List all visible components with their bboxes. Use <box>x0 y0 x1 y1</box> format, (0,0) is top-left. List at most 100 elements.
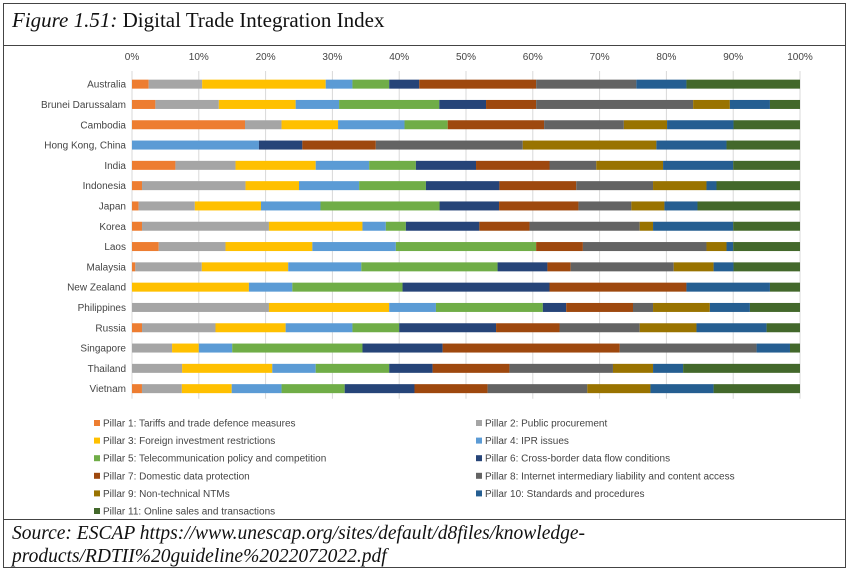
legend-swatch <box>476 437 482 444</box>
bar-segment-pillar-7 <box>432 363 510 373</box>
bar-segment-pillar-8 <box>536 79 637 89</box>
bar-segment-pillar-11 <box>733 160 800 170</box>
bar-segment-pillar-10 <box>709 302 750 312</box>
category-label: Malaysia <box>87 262 127 273</box>
legend-swatch <box>476 472 482 479</box>
bar-segment-pillar-4 <box>362 221 386 231</box>
x-tick-label: 20% <box>256 52 276 63</box>
bar-segment-pillar-3 <box>182 363 273 373</box>
category-label: Brunei Darussalam <box>41 100 126 111</box>
legend-swatch <box>476 420 482 426</box>
bar-segment-pillar-9 <box>623 120 668 130</box>
x-tick-label: 10% <box>189 52 209 63</box>
bar-segment-pillar-4 <box>272 363 316 373</box>
bar-segment-pillar-1 <box>132 384 142 394</box>
bar-segment-pillar-7 <box>486 99 537 109</box>
bar-segment-pillar-4 <box>132 140 259 150</box>
bar-segment-pillar-6 <box>258 140 303 150</box>
bar-segment-pillar-10 <box>653 221 734 231</box>
bar-segment-pillar-3 <box>268 221 363 231</box>
figure-label: Figure 1.51: <box>12 8 118 32</box>
x-tick-label: 0% <box>125 52 140 63</box>
bar-segment-pillar-1 <box>132 201 139 211</box>
bar-segment-pillar-6 <box>389 79 420 89</box>
bar-segment-pillar-3 <box>215 323 286 333</box>
bar-segment-pillar-4 <box>285 323 353 333</box>
bar-segment-pillar-8 <box>544 120 624 130</box>
bar-segment-pillar-11 <box>733 120 800 130</box>
legend-swatch <box>94 472 100 479</box>
bar-segment-pillar-7 <box>479 221 530 231</box>
bar-segment-pillar-2 <box>175 160 236 170</box>
legend-label: Pillar 9: Non-technical NTMs <box>103 489 230 500</box>
bar-segment-pillar-6 <box>542 302 567 312</box>
bar-segment-pillar-10 <box>726 242 734 252</box>
legend-swatch <box>94 420 100 426</box>
category-label: New Zealand <box>67 283 126 294</box>
bar-segment-pillar-1 <box>132 120 245 130</box>
bar-segment-pillar-9 <box>631 201 665 211</box>
bar-segment-pillar-5 <box>359 181 426 191</box>
bar-segment-pillar-4 <box>231 384 282 394</box>
source-line-2: products/RDTII%20guideline%2022072022.pd… <box>12 546 387 567</box>
bar-segment-pillar-6 <box>344 384 415 394</box>
bar-segment-pillar-3 <box>201 262 289 272</box>
bar-segment-pillar-8 <box>375 140 523 150</box>
bar-segment-pillar-8 <box>578 201 632 211</box>
bar-segment-pillar-6 <box>362 343 443 353</box>
legend-swatch <box>94 437 100 444</box>
category-label: Korea <box>99 222 126 233</box>
bar-segment-pillar-1 <box>132 99 156 109</box>
bar-segment-pillar-5 <box>361 262 498 272</box>
bar-segment-pillar-11 <box>697 201 800 211</box>
bar-segment-pillar-1 <box>132 262 136 272</box>
y-axis-categories: Australia Brunei Darussalam Cambodia Hong K… <box>41 80 127 395</box>
bar-segment-pillar-6 <box>439 99 487 109</box>
bar-segment-pillar-5 <box>339 99 440 109</box>
bar-segment-pillar-8 <box>582 242 707 252</box>
bar-segment-pillar-9 <box>693 99 730 109</box>
bar-segment-pillar-11 <box>683 363 800 373</box>
bar-segment-pillar-2 <box>158 242 226 252</box>
category-label: Russia <box>95 323 126 334</box>
bar-segment-pillar-6 <box>402 282 550 292</box>
bar-segment-pillar-9 <box>639 323 697 333</box>
bar-segment-pillar-2 <box>155 99 219 109</box>
x-tick-label: 40% <box>389 52 409 63</box>
bar-segment-pillar-6 <box>439 201 500 211</box>
legend-label: Pillar 8: Internet intermediary liabilit… <box>485 471 735 482</box>
bar-segment-pillar-4 <box>389 302 436 312</box>
bar-segment-pillar-8 <box>559 323 640 333</box>
source-note: Source: ESCAP https://www.unescap.org/si… <box>4 519 845 569</box>
bar-segment-pillar-6 <box>425 181 500 191</box>
category-label: Laos <box>104 242 126 253</box>
bar-segment-pillar-6 <box>399 323 497 333</box>
bar-segment-pillar-2 <box>244 120 282 130</box>
bar-segment-pillar-11 <box>789 343 800 353</box>
x-tick-label: 90% <box>723 52 743 63</box>
legend-swatch <box>94 455 100 462</box>
bar-segment-pillar-2 <box>142 221 269 231</box>
bar-segment-pillar-3 <box>268 302 390 312</box>
bar-segment-pillar-7 <box>447 120 545 130</box>
bar-segment-pillar-7 <box>302 140 376 150</box>
legend-swatch <box>476 490 482 497</box>
bar-segment-pillar-10 <box>713 262 734 272</box>
bar-segment-pillar-2 <box>141 384 182 394</box>
category-label: Cambodia <box>80 120 126 131</box>
bar-segment-pillar-4 <box>248 282 293 292</box>
legend-label: Pillar 11: Online sales and transactions <box>103 507 275 518</box>
bar-segment-pillar-8 <box>487 384 588 394</box>
bar-segment-pillar-4 <box>288 262 362 272</box>
bar-segment-pillar-5 <box>385 221 406 231</box>
bar-segment-pillar-5 <box>320 201 440 211</box>
bar-segment-pillar-1 <box>132 160 176 170</box>
bar-segment-pillar-2 <box>132 302 269 312</box>
bar-segment-pillar-7 <box>442 343 620 353</box>
bar-segment-pillar-7 <box>414 384 488 394</box>
bar-segment-pillar-4 <box>312 242 396 252</box>
bar-segment-pillar-7 <box>499 181 577 191</box>
bar-segment-pillar-5 <box>281 384 345 394</box>
bar-segment-pillar-8 <box>619 343 757 353</box>
bar-segment-pillar-9 <box>639 221 654 231</box>
